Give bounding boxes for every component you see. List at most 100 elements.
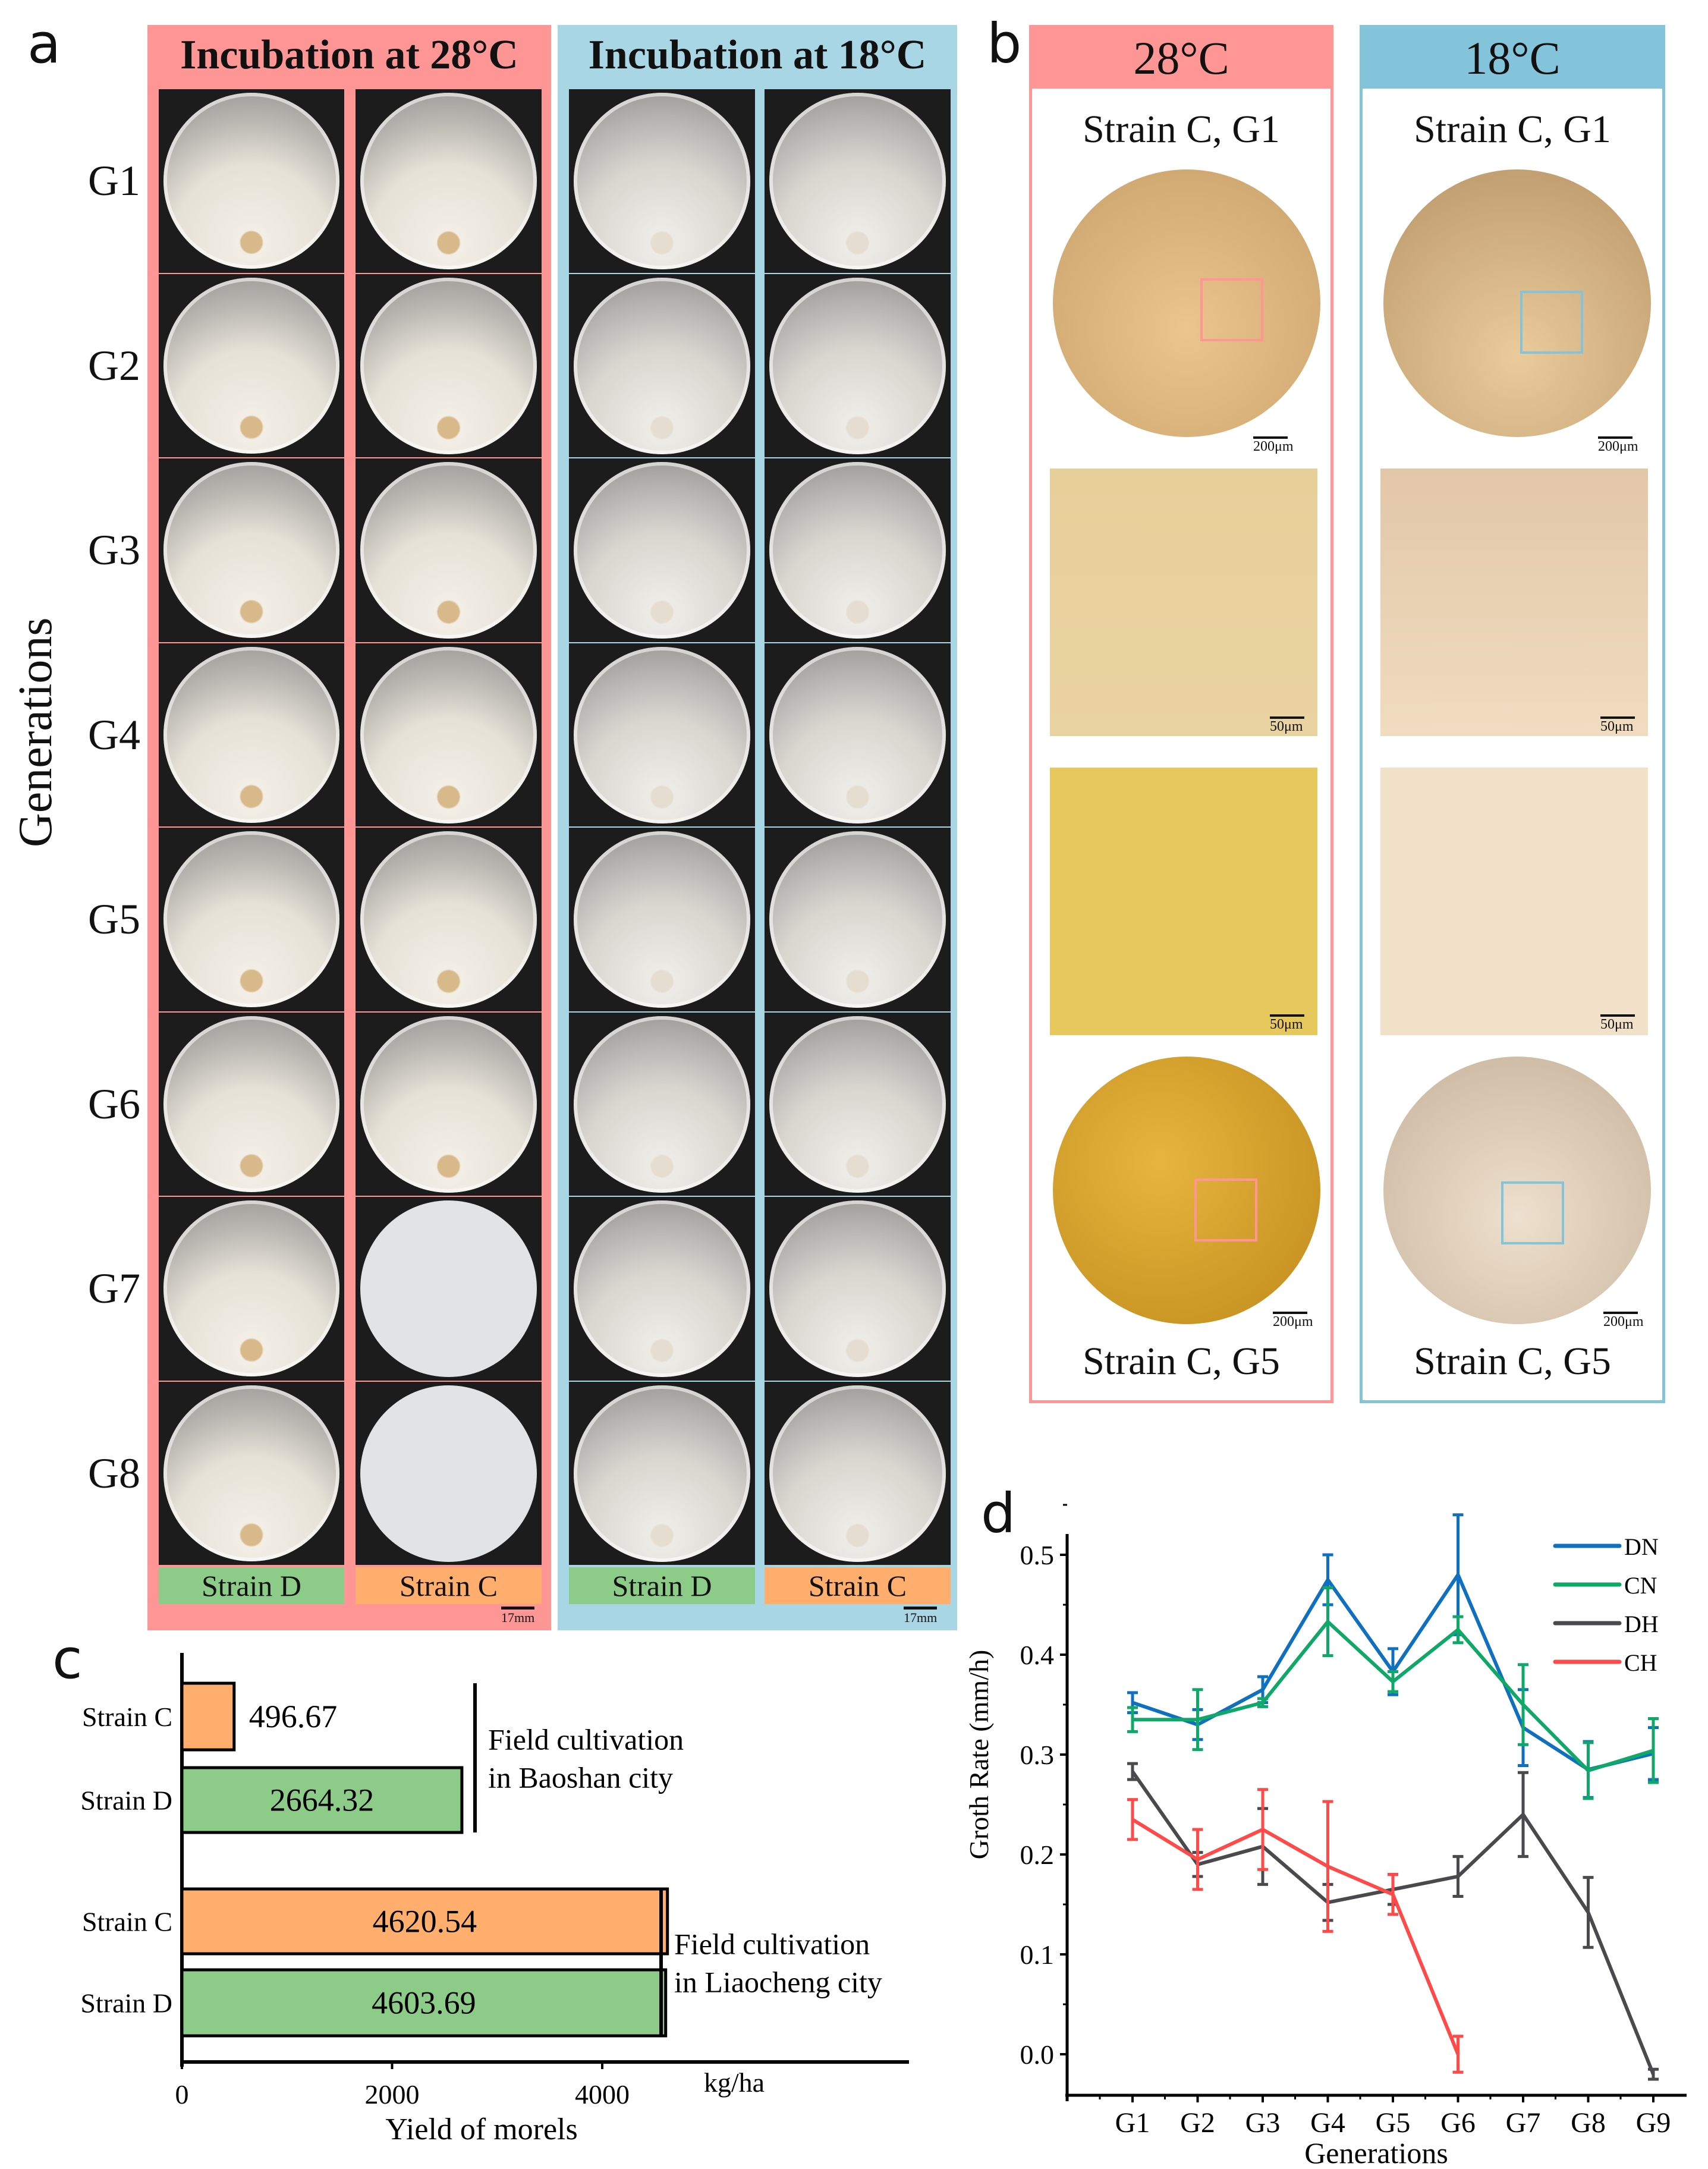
missing-plate xyxy=(360,1200,537,1377)
x-tick-label: G3 xyxy=(1245,2107,1281,2139)
legend-label-ch: CH xyxy=(1624,1649,1657,1676)
zoom-box-28-g1 xyxy=(1200,278,1263,341)
panel-b-18-title: 18°C xyxy=(1363,28,1662,89)
micrograph-18-g5 xyxy=(1383,1057,1651,1324)
unit-label: kg/ha xyxy=(704,2067,765,2098)
data-point-ch xyxy=(1457,2053,1459,2055)
x-tick-label: G5 xyxy=(1376,2107,1411,2139)
scale-18-g1: 200μm xyxy=(1598,436,1638,454)
x-tick-label: G6 xyxy=(1440,2107,1476,2139)
group-label-line2: in Liaocheng city xyxy=(674,1966,882,1999)
x-axis-title: Yield of morels xyxy=(385,2113,578,2146)
value-label: 4620.54 xyxy=(373,1904,477,1939)
y-tick-label: 0.3 xyxy=(1020,1740,1055,1770)
data-point-cn xyxy=(1392,1680,1394,1683)
group-label-line1: Field cultivation xyxy=(674,1928,870,1961)
generation-label-g3: G3 xyxy=(88,526,140,574)
petri-plate xyxy=(574,277,750,454)
data-point-cn xyxy=(1587,1769,1590,1772)
data-point-cn xyxy=(1326,1620,1329,1623)
data-point-ch xyxy=(1131,1818,1134,1821)
bar-0 xyxy=(180,1681,236,1752)
scale-18-g5: 200μm xyxy=(1603,1312,1644,1329)
panel-b-18-top-label: Strain C, G1 xyxy=(1414,108,1611,151)
plate-cell xyxy=(765,1197,951,1381)
header-incubation-18: Incubation at 18°C xyxy=(588,32,927,78)
data-point-dh xyxy=(1457,1875,1459,1878)
plate-cell xyxy=(569,828,755,1011)
data-point-ch xyxy=(1392,1893,1394,1896)
micrograph-18-g5-detail xyxy=(1380,768,1648,1035)
zoom-box-28-g5 xyxy=(1194,1178,1257,1241)
petri-plate xyxy=(769,1200,946,1377)
scale-28-g5-detail: 50μm xyxy=(1270,1014,1304,1032)
generation-label-g8: G8 xyxy=(88,1449,140,1497)
panel-b-28-title: 28°C xyxy=(1032,28,1330,89)
x-tick-label: G2 xyxy=(1180,2107,1215,2139)
group-label-line2: in Baoshan city xyxy=(488,1761,673,1794)
plate-cell xyxy=(356,1012,542,1196)
data-point-dh xyxy=(1131,1770,1134,1773)
zoom-box-18-g1 xyxy=(1520,291,1583,354)
x-tick-label: 2000 xyxy=(365,2079,420,2110)
x-tick-label: G8 xyxy=(1571,2107,1606,2139)
plate-cell xyxy=(569,274,755,457)
x-tick-label: G9 xyxy=(1636,2107,1671,2139)
generations-axis-title: Generations xyxy=(10,617,62,847)
category-label: Strain D xyxy=(80,1786,172,1816)
plate-cell xyxy=(765,828,951,1011)
y-tick-label: 0.1 xyxy=(1020,1939,1055,1970)
generation-label-g6: G6 xyxy=(88,1080,140,1128)
petri-plate xyxy=(574,646,750,823)
petri-plate xyxy=(769,831,946,1008)
plate-cell xyxy=(569,1197,755,1381)
strain-label-c-18: Strain C xyxy=(765,1567,951,1604)
plate-cell xyxy=(569,643,755,826)
data-point-dh xyxy=(1652,2073,1654,2076)
y-tick-label: 0.5 xyxy=(1020,1540,1055,1570)
y-axis-title: Groth Rate (mm/h) xyxy=(964,1650,994,1860)
plate-cell xyxy=(356,1197,542,1381)
panel-b-28-top-label: Strain C, G1 xyxy=(1083,108,1280,151)
plate-cell xyxy=(159,274,344,457)
generation-label-g4: G4 xyxy=(88,711,140,759)
micrograph-28-g5-detail xyxy=(1050,768,1317,1035)
y-tick-label: 0.4 xyxy=(1020,1640,1055,1670)
missing-plate xyxy=(360,1385,537,1562)
x-tick-label: G1 xyxy=(1115,2107,1150,2139)
petri-plate xyxy=(163,462,339,638)
legend-label-dn: DN xyxy=(1624,1533,1659,1560)
data-point-cn xyxy=(1522,1703,1524,1706)
series-line-dh xyxy=(1131,1770,1655,2075)
zoom-box-18-g5 xyxy=(1501,1181,1564,1244)
petri-plate xyxy=(360,646,537,823)
micrograph-28-g1 xyxy=(1053,169,1320,437)
petri-plate xyxy=(769,93,946,269)
x-tick-label: 4000 xyxy=(575,2079,630,2110)
data-point-cn xyxy=(1652,1749,1654,1752)
plate-cell xyxy=(159,1012,344,1196)
strain-label-d-18: Strain D xyxy=(569,1567,755,1604)
data-point-cn xyxy=(1457,1629,1459,1631)
generation-label-g7: G7 xyxy=(88,1265,140,1312)
data-point-dh xyxy=(1522,1813,1524,1816)
petri-plate xyxy=(574,1016,750,1193)
petri-plate xyxy=(163,277,339,454)
series-line-cn xyxy=(1133,1620,1654,1772)
plate-cell xyxy=(159,89,344,273)
petri-plate xyxy=(163,1200,339,1376)
data-point-ch xyxy=(1262,1828,1264,1831)
scale-bar-28: 17mm xyxy=(501,1607,535,1625)
petri-plate xyxy=(769,646,946,823)
plate-cell xyxy=(356,274,542,457)
petri-plate xyxy=(769,1385,946,1562)
value-label: 496.67 xyxy=(249,1699,337,1734)
data-point-dn xyxy=(1262,1688,1264,1691)
generation-label-g2: G2 xyxy=(88,341,140,389)
petri-plate xyxy=(574,1385,750,1562)
plate-cell xyxy=(765,89,951,273)
panel-label-d: d xyxy=(981,1482,1016,1545)
micrograph-28-g5 xyxy=(1053,1057,1320,1324)
petri-plate xyxy=(163,646,339,823)
petri-plate xyxy=(574,831,750,1008)
